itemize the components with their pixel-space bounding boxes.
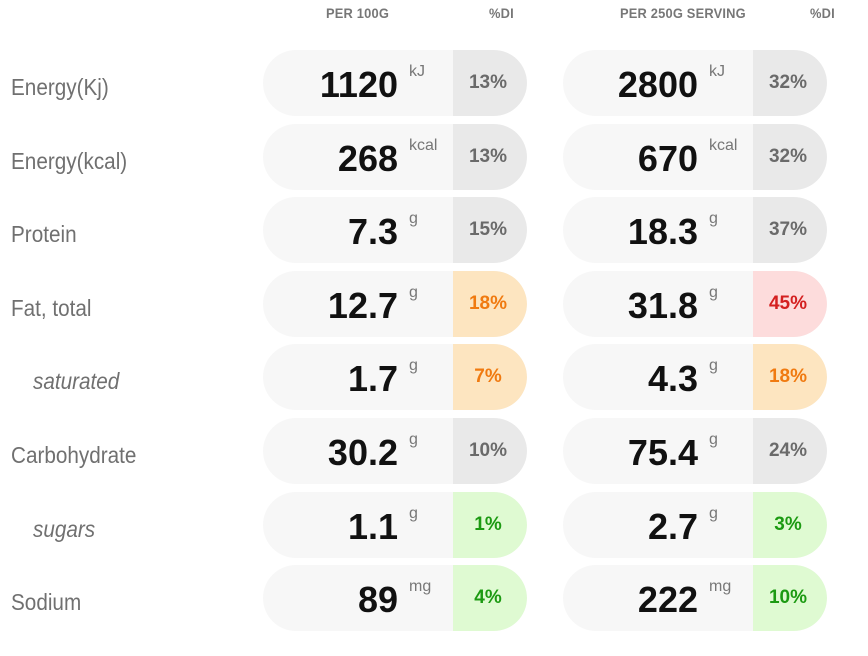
per-serving-unit: kcal [709, 137, 738, 154]
nutrient-label: Sodium [11, 589, 82, 615]
per-serving-di-badge: 3% [753, 492, 827, 558]
nutrient-label: Energy(kcal) [11, 148, 128, 174]
per-100g-di-badge: 10% [453, 418, 527, 484]
per-100g-value: 89 [357, 579, 398, 620]
nutrient-row: Protein 7.3 g 15% 18.3 g 37% [0, 197, 868, 263]
per-100g-unit: kJ [409, 63, 425, 80]
per-100g-unit: g [409, 431, 418, 448]
per-serving-unit: g [709, 210, 718, 227]
per-100g-unit: g [409, 210, 418, 227]
per-100g-cell: 89 mg 4% [263, 565, 527, 631]
per-serving-cell: 4.3 g 18% [563, 344, 827, 410]
per-100g-value: 268 [337, 138, 398, 179]
per-100g-cell: 1120 kJ 13% [263, 50, 527, 116]
per-serving-cell: 670 kcal 32% [563, 124, 827, 190]
nutrient-row: Energy(kcal) 268 kcal 13% 670 kcal 32% [0, 124, 868, 190]
per-serving-di-badge: 32% [753, 50, 827, 116]
per-serving-cell: 2.7 g 3% [563, 492, 827, 558]
per-serving-cell: 31.8 g 45% [563, 271, 827, 337]
nutrient-label: Fat, total [11, 295, 92, 321]
nutrient-label: Energy(Kj) [11, 74, 109, 100]
per-100g-cell: 268 kcal 13% [263, 124, 527, 190]
per-serving-cell: 75.4 g 24% [563, 418, 827, 484]
per-serving-unit: kJ [709, 63, 725, 80]
nutrient-row: Carbohydrate 30.2 g 10% 75.4 g 24% [0, 418, 868, 484]
per-100g-di-badge: 15% [453, 197, 527, 263]
column-header-per-serving: PER 250G SERVING [620, 5, 746, 21]
nutrient-label: Protein [11, 221, 77, 247]
per-100g-cell: 12.7 g 18% [263, 271, 527, 337]
per-100g-cell: 30.2 g 10% [263, 418, 527, 484]
per-100g-value: 12.7 [327, 285, 398, 326]
per-serving-unit: g [709, 431, 718, 448]
per-100g-di-badge: 7% [453, 344, 527, 410]
column-header-di-per-serving: %DI [810, 5, 835, 21]
per-serving-di-badge: 37% [753, 197, 827, 263]
per-100g-value: 1.1 [347, 506, 398, 547]
column-header-per-100g: PER 100G [326, 5, 390, 21]
per-serving-value: 2.7 [647, 506, 698, 547]
per-100g-cell: 7.3 g 15% [263, 197, 527, 263]
per-serving-value: 222 [637, 579, 698, 620]
nutrient-label: sugars [33, 516, 96, 542]
per-serving-di-badge: 18% [753, 344, 827, 410]
per-serving-cell: 2800 kJ 32% [563, 50, 827, 116]
per-100g-di-badge: 18% [453, 271, 527, 337]
per-100g-value: 7.3 [347, 211, 398, 252]
per-serving-value: 18.3 [627, 211, 698, 252]
per-100g-unit: mg [409, 578, 432, 595]
per-100g-cell: 1.1 g 1% [263, 492, 527, 558]
per-serving-cell: 222 mg 10% [563, 565, 827, 631]
per-100g-di-badge: 4% [453, 565, 527, 631]
nutrient-label: saturated [33, 368, 120, 394]
per-100g-unit: kcal [409, 137, 438, 154]
per-100g-unit: g [409, 357, 418, 374]
per-serving-value: 2800 [617, 64, 698, 105]
nutrient-row: Fat, total 12.7 g 18% 31.8 g 45% [0, 271, 868, 337]
per-serving-di-badge: 10% [753, 565, 827, 631]
per-serving-value: 4.3 [647, 358, 698, 399]
per-serving-value: 670 [637, 138, 698, 179]
nutrient-row: Sodium 89 mg 4% 222 mg 10% [0, 565, 868, 631]
per-serving-di-badge: 45% [753, 271, 827, 337]
column-header-di-per-100g: %DI [489, 5, 514, 21]
per-100g-di-badge: 1% [453, 492, 527, 558]
per-100g-cell: 1.7 g 7% [263, 344, 527, 410]
per-100g-value: 1120 [319, 64, 398, 105]
per-100g-di-badge: 13% [453, 124, 527, 190]
per-serving-unit: g [709, 284, 718, 301]
per-serving-value: 75.4 [627, 432, 698, 473]
per-serving-di-badge: 32% [753, 124, 827, 190]
per-100g-unit: g [409, 284, 418, 301]
per-serving-cell: 18.3 g 37% [563, 197, 827, 263]
per-100g-value: 1.7 [347, 358, 398, 399]
per-serving-unit: g [709, 505, 718, 522]
nutrient-row: sugars 1.1 g 1% 2.7 g 3% [0, 492, 868, 558]
per-serving-value: 31.8 [627, 285, 698, 326]
per-100g-value: 30.2 [327, 432, 398, 473]
per-serving-unit: g [709, 357, 718, 374]
per-serving-unit: mg [709, 578, 732, 595]
per-100g-di-badge: 13% [453, 50, 527, 116]
per-serving-di-badge: 24% [753, 418, 827, 484]
nutrient-row: saturated 1.7 g 7% 4.3 g 18% [0, 344, 868, 410]
nutrient-label: Carbohydrate [11, 442, 137, 468]
nutrient-row: Energy(Kj) 1120 kJ 13% 2800 kJ 32% [0, 50, 868, 116]
per-100g-unit: g [409, 505, 418, 522]
